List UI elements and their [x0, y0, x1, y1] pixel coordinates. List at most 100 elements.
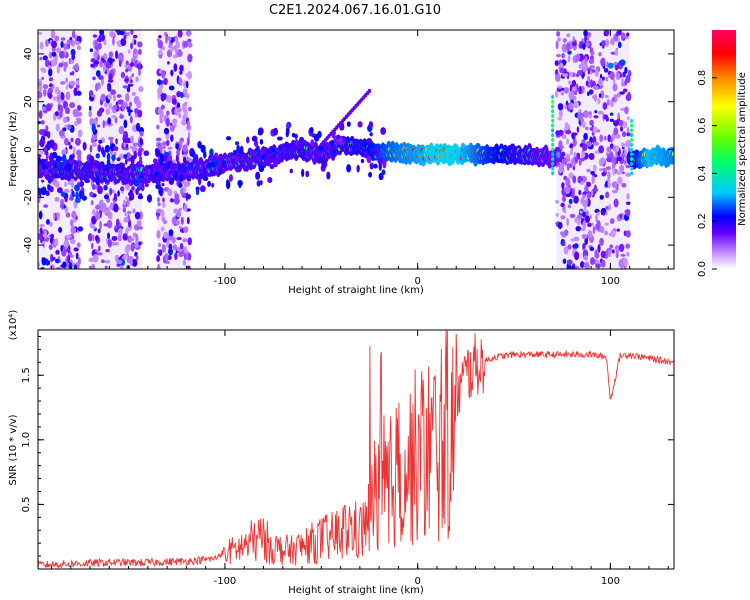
- noise-speckle: [601, 172, 606, 177]
- noise-speckle: [54, 196, 60, 202]
- noise-speckle: [605, 191, 610, 199]
- noise-speckle: [162, 197, 165, 203]
- noise-speckle: [59, 81, 66, 85]
- noise-speckle: [104, 265, 108, 269]
- noise-speckle: [597, 110, 604, 115]
- noise-speckle: [96, 124, 101, 128]
- noise-speckle: [611, 97, 615, 102]
- spectral-scatter: [166, 163, 170, 170]
- noise-speckle: [606, 156, 612, 163]
- noise-speckle: [47, 87, 54, 94]
- noise-speckle: [127, 49, 131, 55]
- spectral-scatter: [131, 192, 135, 201]
- noise-speckle: [595, 223, 600, 231]
- noise-speckle: [571, 132, 575, 139]
- noise-speckle: [97, 42, 102, 50]
- noise-speckle: [555, 130, 561, 136]
- noise-speckle: [167, 61, 170, 65]
- noise-speckle: [72, 109, 79, 118]
- noise-speckle: [579, 41, 584, 45]
- noise-speckle: [77, 104, 82, 111]
- noise-speckle: [88, 105, 92, 111]
- spectral-scatter: [257, 127, 264, 135]
- noise-speckle: [125, 158, 128, 165]
- noise-speckle: [89, 144, 93, 153]
- spectral-scatter: [103, 194, 110, 200]
- spectral-scatter: [187, 162, 194, 170]
- noise-speckle: [89, 191, 94, 198]
- noise-speckle: [70, 59, 75, 64]
- noise-speckle: [627, 91, 632, 101]
- noise-speckle: [91, 132, 98, 141]
- spectral-scatter: [380, 127, 387, 135]
- spectral-scatter: [271, 147, 276, 153]
- spectral-scatter: [151, 174, 157, 184]
- noise-speckle: [568, 80, 572, 85]
- noise-speckle: [65, 91, 71, 101]
- spectral-spike: [630, 133, 634, 138]
- noise-speckle: [606, 146, 612, 152]
- spectrogram-marks: [38, 30, 674, 269]
- noise-speckle: [98, 139, 103, 144]
- noise-speckle: [115, 30, 120, 33]
- noise-speckle: [123, 101, 128, 109]
- spectral-scatter: [284, 141, 290, 148]
- noise-speckle: [95, 70, 101, 77]
- snr-series-line: [38, 330, 674, 569]
- noise-speckle: [554, 73, 561, 82]
- noise-speckle: [116, 259, 123, 265]
- noise-speckle: [168, 85, 175, 91]
- noise-speckle: [622, 121, 628, 129]
- noise-speckle: [582, 211, 586, 218]
- noise-speckle: [627, 116, 630, 121]
- spectral-scatter: [146, 194, 153, 203]
- noise-speckle: [94, 234, 100, 242]
- noise-speckle: [182, 238, 188, 243]
- noise-speckle: [73, 247, 79, 252]
- noise-speckle: [157, 39, 163, 49]
- noise-speckle: [593, 141, 599, 146]
- noise-speckle: [133, 39, 137, 45]
- noise-speckle: [60, 40, 64, 48]
- noise-speckle: [49, 253, 54, 263]
- noise-speckle: [125, 93, 130, 102]
- noise-speckle: [59, 50, 65, 59]
- noise-speckle: [98, 245, 101, 252]
- noise-speckle: [607, 179, 611, 188]
- noise-speckle: [557, 37, 561, 42]
- noise-speckle: [52, 96, 57, 101]
- noise-speckle: [177, 30, 183, 38]
- noise-speckle: [591, 132, 595, 136]
- noise-speckle: [139, 131, 144, 137]
- noise-speckle: [114, 227, 119, 233]
- noise-speckle: [558, 140, 563, 150]
- noise-speckle: [609, 112, 614, 116]
- noise-speckle: [169, 124, 175, 132]
- noise-speckle: [76, 119, 82, 124]
- noise-speckle: [90, 58, 96, 63]
- noise-speckle: [46, 131, 51, 139]
- spectral-scatter: [44, 168, 49, 176]
- spectral-scatter: [267, 176, 273, 183]
- noise-speckle: [591, 222, 594, 226]
- spectral-scatter: [273, 158, 279, 168]
- spectral-scatter: [234, 141, 240, 146]
- spectral-scatter: [200, 144, 206, 153]
- noise-speckle: [603, 31, 607, 37]
- noise-speckle: [69, 80, 76, 86]
- noise-speckle: [92, 76, 96, 81]
- spectral-scatter: [237, 164, 242, 172]
- noise-speckle: [69, 196, 74, 201]
- colorbar-ticks: 0.0 0.2 0.4 0.6 0.8: [697, 70, 717, 277]
- noise-speckle: [118, 153, 125, 159]
- spectral-scatter: [177, 163, 182, 172]
- noise-speckle: [561, 158, 568, 165]
- noise-speckle: [622, 88, 628, 93]
- spectral-scatter: [378, 162, 382, 171]
- spectral-scatter: [382, 159, 387, 169]
- spectral-scatter: [258, 165, 265, 173]
- noise-speckle: [54, 238, 59, 247]
- noise-speckle: [42, 128, 46, 138]
- noise-speckle: [76, 45, 81, 51]
- noise-speckle: [587, 32, 592, 38]
